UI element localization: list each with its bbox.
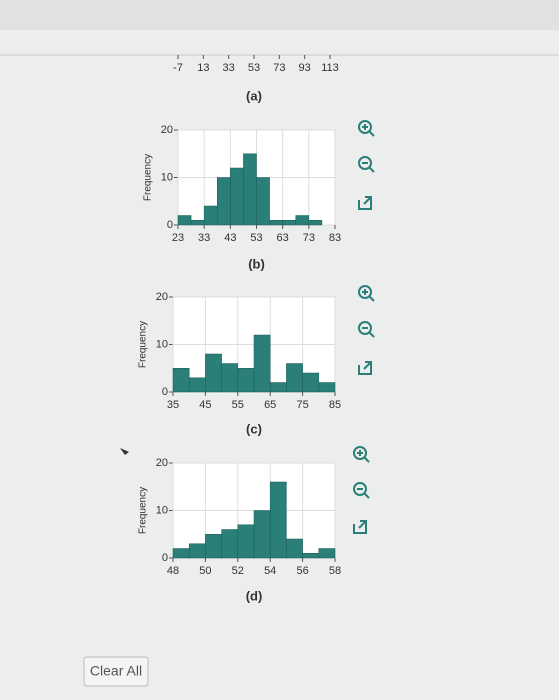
y-tick-label: 0 (167, 219, 173, 231)
zoom-in[interactable] (353, 446, 370, 463)
y-tick-label: 10 (161, 171, 173, 183)
x-tick-label: 85 (329, 399, 341, 411)
bar (177, 215, 192, 226)
bar (172, 548, 190, 559)
bar (269, 220, 283, 226)
bar (253, 334, 271, 393)
bar (203, 205, 218, 226)
x-tick-label: 58 (329, 565, 341, 577)
x-tick-label: 54 (264, 565, 276, 577)
x-tick-label: 35 (167, 399, 179, 411)
bar (308, 220, 323, 226)
zoom-out[interactable] (358, 321, 375, 338)
caption: (a) (246, 88, 262, 103)
x-tick-label: 50 (199, 565, 211, 577)
x-tick-label: 53 (248, 62, 260, 74)
button-label: Clear All (90, 663, 142, 679)
bar (237, 524, 255, 559)
x-tick-label: 33 (198, 232, 210, 244)
y-tick-label: 20 (156, 291, 168, 303)
bar (253, 510, 271, 559)
y-tick-label: 10 (156, 338, 168, 350)
x-tick-label: 45 (199, 399, 211, 411)
caption: (b) (248, 256, 265, 271)
x-tick-label: 52 (232, 565, 244, 577)
bar (221, 363, 239, 393)
caption: (d) (246, 588, 263, 603)
open-external[interactable] (358, 196, 372, 210)
bar (221, 529, 239, 559)
y-tick-label: 20 (161, 124, 173, 136)
x-tick-label: 13 (197, 62, 209, 74)
x-tick-label: 73 (273, 62, 285, 74)
x-tick-label: 48 (167, 565, 179, 577)
bar (302, 553, 320, 559)
bar (205, 534, 222, 559)
y-tick-label: 10 (156, 504, 168, 516)
x-tick-label: 113 (321, 62, 339, 74)
bar (286, 538, 303, 559)
zoom-out[interactable] (358, 156, 375, 173)
bar (205, 353, 222, 393)
y-tick-label: 0 (162, 386, 168, 398)
bar (302, 372, 320, 393)
x-tick-label: 55 (232, 399, 244, 411)
bar (318, 548, 336, 559)
x-tick-label: 53 (250, 232, 262, 244)
bar (295, 215, 310, 226)
x-tick-label: 56 (296, 565, 308, 577)
x-tick-label: 33 (223, 62, 235, 74)
top-band (0, 0, 559, 30)
open-external[interactable] (353, 520, 367, 534)
zoom-in[interactable] (358, 120, 375, 137)
bar (188, 377, 206, 393)
y-axis-label: Frequency (143, 154, 154, 201)
x-tick-label: 73 (303, 232, 315, 244)
y-axis-label: Frequency (138, 321, 149, 368)
clear-all-button[interactable] (83, 656, 149, 687)
bar (269, 481, 287, 559)
x-tick-label: -7 (173, 62, 183, 74)
x-tick-label: 43 (224, 232, 236, 244)
bar (269, 382, 287, 393)
bar (282, 220, 296, 226)
bar (243, 153, 257, 226)
bar (256, 177, 270, 226)
bar (230, 167, 244, 226)
zoom-out[interactable] (353, 482, 370, 499)
y-axis-label: Frequency (138, 487, 149, 534)
bar (172, 368, 190, 393)
open-external[interactable] (358, 361, 372, 375)
y-tick-label: 0 (162, 552, 168, 564)
x-tick-label: 23 (172, 232, 184, 244)
bar (286, 363, 303, 393)
x-tick-label: 83 (329, 232, 341, 244)
bar (188, 543, 206, 559)
x-tick-label: 65 (264, 399, 276, 411)
cursor (120, 448, 129, 455)
y-tick-label: 20 (156, 457, 168, 469)
bar (237, 368, 255, 393)
bar (190, 220, 205, 226)
x-tick-label: 75 (296, 399, 308, 411)
bar (318, 382, 336, 393)
x-tick-label: 93 (299, 62, 311, 74)
caption: (c) (246, 421, 262, 436)
bar (217, 177, 231, 226)
x-tick-label: 63 (277, 232, 289, 244)
zoom-in[interactable] (358, 285, 375, 302)
